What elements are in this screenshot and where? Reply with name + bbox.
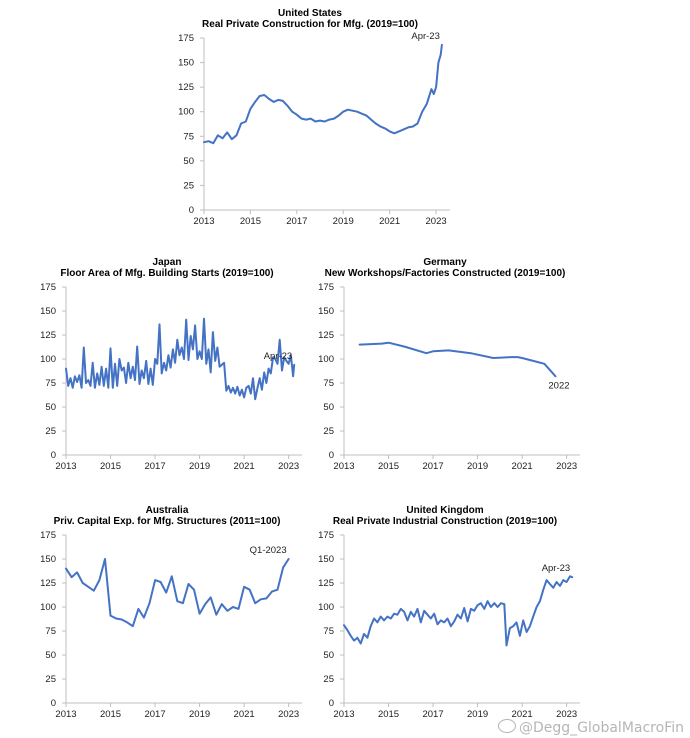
chart-germany: 0 25 50 75 100 125 150 175 2013 2015 2017 2019 2021 2… (318, 282, 580, 472)
x-tick-label: 2023 (278, 461, 299, 472)
x-tick-label: 2017 (422, 709, 443, 720)
chart-panel-australia: Australia Priv. Capital Exp. for Mfg. St… (22, 505, 312, 723)
x-tick-label: 2013 (55, 709, 76, 720)
x-tick-label: 2019 (189, 461, 210, 472)
data-annotation: Apr-23 (264, 351, 293, 362)
y-tick-label: 100 (40, 602, 56, 613)
x-tick-label: 2017 (144, 461, 165, 472)
chart-title: United States Real Private Construction … (202, 8, 418, 30)
y-tick-label: 150 (40, 306, 56, 317)
chart-panel-uk: United Kingdom Real Private Industrial C… (300, 505, 590, 723)
x-tick-label: 2019 (467, 461, 488, 472)
chart-title: Australia Priv. Capital Exp. for Mfg. St… (53, 505, 281, 527)
y-tick-label: 75 (323, 378, 334, 389)
x-tick-label: 2015 (378, 461, 399, 472)
x-tick-label: 2013 (333, 709, 354, 720)
x-tick-label: 2015 (100, 709, 121, 720)
data-annotation: Apr-23 (411, 31, 440, 42)
y-tick-label: 25 (183, 180, 194, 191)
data-annotation: 2022 (548, 380, 569, 391)
y-tick-label: 25 (45, 674, 56, 685)
x-tick-label: 2021 (234, 461, 255, 472)
y-tick-label: 75 (45, 626, 56, 637)
chart-title: United Kingdom Real Private Industrial C… (332, 505, 558, 527)
y-tick-label: 150 (318, 306, 334, 317)
x-tick-label: 2023 (426, 216, 447, 227)
x-tick-label: 2013 (193, 216, 214, 227)
y-tick-label: 100 (318, 354, 334, 365)
y-tick-label: 0 (51, 450, 56, 461)
y-tick-label: 0 (329, 698, 334, 709)
weibo-icon (498, 719, 516, 733)
x-tick-label: 2021 (234, 709, 255, 720)
x-tick-label: 2015 (240, 216, 261, 227)
chart-us: 0 25 50 75 100 125 150 175 2013 2015 2017 2019 2021 2… (178, 31, 450, 227)
x-tick-label: 2017 (286, 216, 307, 227)
y-tick-label: 50 (323, 650, 334, 661)
y-tick-label: 25 (323, 426, 334, 437)
x-tick-label: 2021 (512, 461, 533, 472)
y-tick-label: 150 (318, 554, 334, 565)
y-tick-label: 125 (318, 578, 334, 589)
series-line (343, 575, 574, 647)
x-tick-label: 2019 (467, 709, 488, 720)
y-tick-label: 150 (178, 58, 194, 69)
chart-panel-germany: Germany New Workshops/Factories Construc… (300, 257, 590, 475)
y-tick-label: 175 (178, 33, 194, 44)
y-tick-label: 125 (318, 330, 334, 341)
series-line (65, 558, 290, 628)
y-tick-label: 25 (45, 426, 56, 437)
y-tick-label: 100 (178, 107, 194, 118)
y-tick-label: 25 (323, 674, 334, 685)
x-tick-label: 2013 (55, 461, 76, 472)
x-tick-label: 2023 (278, 709, 299, 720)
data-annotation: Q1-2023 (250, 545, 287, 556)
x-tick-label: 2019 (333, 216, 354, 227)
x-tick-label: 2021 (512, 709, 533, 720)
y-tick-label: 175 (40, 530, 56, 541)
x-tick-label: 2021 (379, 216, 400, 227)
data-annotation: Apr-23 (542, 563, 571, 574)
x-tick-label: 2017 (144, 709, 165, 720)
y-tick-label: 50 (45, 402, 56, 413)
chart-panel-japan: Japan Floor Area of Mfg. Building Starts… (22, 257, 312, 475)
y-tick-label: 50 (45, 650, 56, 661)
y-tick-label: 75 (45, 378, 56, 389)
x-tick-label: 2015 (100, 461, 121, 472)
y-tick-label: 175 (40, 282, 56, 293)
chart-uk: 0 25 50 75 100 125 150 175 2013 2015 2017 2019 2021 2… (318, 530, 580, 720)
watermark-text: @Degg_GlobalMacroFin (519, 720, 684, 736)
chart-australia: 0 25 50 75 100 125 150 175 2013 2015 2017 2019 2021 2… (40, 530, 302, 720)
y-tick-label: 100 (318, 602, 334, 613)
x-tick-label: 2015 (378, 709, 399, 720)
y-tick-label: 50 (183, 156, 194, 167)
y-tick-label: 125 (40, 578, 56, 589)
y-tick-label: 125 (40, 330, 56, 341)
x-tick-label: 2017 (422, 461, 443, 472)
chart-title: Germany New Workshops/Factories Construc… (324, 257, 566, 279)
y-tick-label: 175 (318, 282, 334, 293)
series-line (65, 317, 296, 401)
x-tick-label: 2023 (556, 709, 577, 720)
y-tick-label: 75 (323, 626, 334, 637)
y-tick-label: 50 (323, 402, 334, 413)
y-tick-label: 0 (51, 698, 56, 709)
y-tick-label: 75 (183, 131, 194, 142)
watermark: @Degg_GlobalMacroFin (498, 719, 684, 736)
y-tick-label: 125 (178, 82, 194, 93)
y-tick-label: 100 (40, 354, 56, 365)
y-tick-label: 0 (189, 205, 194, 216)
chart-title: Japan Floor Area of Mfg. Building Starts… (60, 257, 274, 279)
x-tick-label: 2013 (333, 461, 354, 472)
x-tick-label: 2019 (189, 709, 210, 720)
series-line (358, 341, 557, 378)
y-tick-label: 150 (40, 554, 56, 565)
chart-japan: 0 25 50 75 100 125 150 175 2013 2015 2017 2019 2021 2… (40, 282, 302, 472)
chart-panel-us: United States Real Private Construction … (160, 8, 460, 230)
series-line (203, 43, 443, 145)
y-tick-label: 175 (318, 530, 334, 541)
y-tick-label: 0 (329, 450, 334, 461)
x-tick-label: 2023 (556, 461, 577, 472)
